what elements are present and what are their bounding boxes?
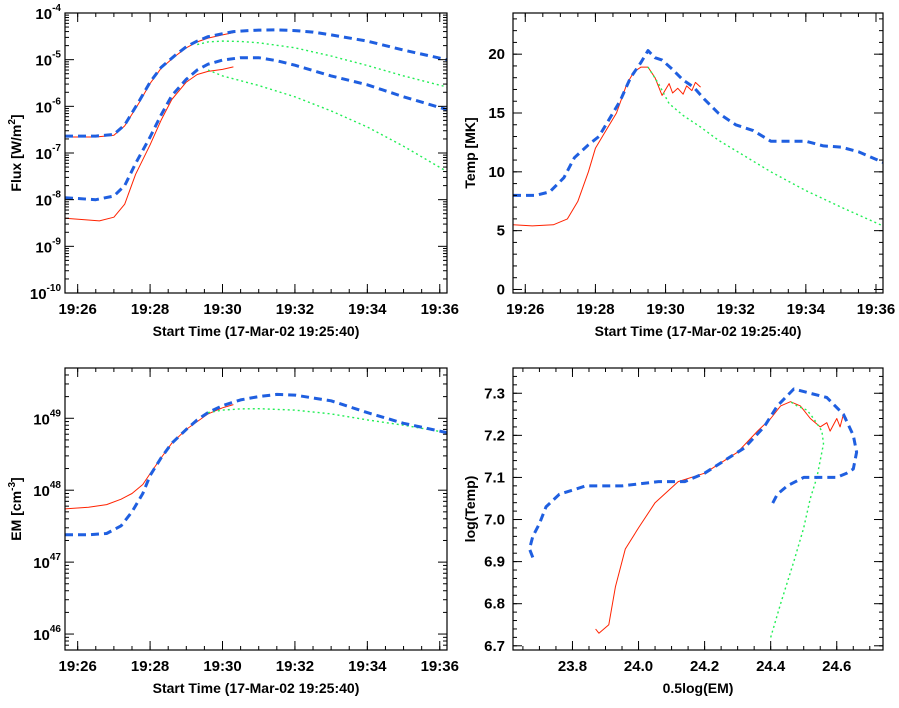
y-tick-label: 10-9: [35, 236, 61, 256]
y-tick-label: 15: [488, 105, 505, 122]
y-axis-title: EM [cm-3]: [7, 477, 24, 540]
x-tick-label: 19:28: [131, 658, 169, 675]
x-axis-title: Start Time (17-Mar-02 19:25:40): [153, 323, 360, 339]
x-tick-label: 19:28: [131, 301, 169, 318]
series-line-1: [65, 66, 234, 222]
temperature-panel: 19:26 19:28 19:30 19:32 19:34 19:36 0 5 10 15 20 St…: [462, 12, 895, 339]
x-tick-label: 24.6: [822, 658, 851, 675]
series-line-2: [197, 40, 447, 88]
y-tick-label: 10: [488, 164, 505, 181]
y-axis-title: log(Temp): [462, 476, 478, 543]
series-line-2: [65, 392, 447, 537]
x-tick-label: 19:36: [421, 658, 459, 675]
series-line-5: [65, 56, 447, 202]
x-axis-title: 0.5log(EM): [663, 680, 734, 696]
y-tick-label: 10-5: [35, 50, 61, 70]
x-tick-label: 19:32: [276, 658, 314, 675]
x-tick-label: 24.4: [756, 658, 786, 675]
y-tick-label: 6.8: [484, 596, 505, 613]
y-tick-label: 10-10: [30, 283, 62, 303]
series-line-1: [770, 401, 825, 638]
y-tick-label: 7.3: [484, 385, 505, 402]
emission-measure-panel: 19:26 19:28 19:30 19:32 19:34 19:36 1046 1047 10…: [7, 367, 459, 696]
y-tick-label: 7.1: [484, 469, 505, 486]
x-tick-label: 19:26: [58, 301, 96, 318]
series-line-1: [647, 66, 883, 227]
y-tick-label: 1046: [33, 624, 61, 644]
x-tick-label: 24.2: [690, 658, 719, 675]
x-tick-label: 19:28: [576, 301, 614, 318]
plot-frame: [64, 12, 448, 294]
x-tick-label: 19:32: [717, 301, 755, 318]
x-tick-label: 19:34: [348, 658, 387, 675]
plot-frame: [512, 367, 884, 651]
x-tick-label: 19:34: [787, 301, 826, 318]
y-tick-label: 1048: [33, 480, 61, 500]
series-line-2: [528, 387, 859, 558]
y-axis-title: Flux [W/m2]: [7, 114, 24, 191]
x-tick-label: 19:30: [203, 658, 241, 675]
y-tick-label: 1049: [33, 408, 61, 428]
plot-frame: [512, 12, 884, 294]
y-tick-label: 0: [497, 281, 505, 298]
x-tick-label: 19:36: [421, 301, 459, 318]
y-tick-label: 20: [488, 46, 505, 63]
y-axis-title: Temp [MK]: [462, 117, 478, 188]
y-tick-label: 10-4: [35, 3, 61, 23]
series-line-0: [65, 404, 234, 510]
x-tick-label: 19:34: [348, 301, 387, 318]
series-line-4: [65, 28, 447, 138]
y-tick-label: 10-8: [35, 190, 61, 210]
series-line-2: [513, 49, 883, 197]
x-tick-label: 19:26: [58, 658, 96, 675]
y-tick-label: 7.0: [484, 512, 505, 529]
x-tick-label: 19:30: [203, 301, 241, 318]
temperature-vs-em-panel: 23.8 24.0 24.2 24.4 24.6 6.7 6.8 6.9 7.0 7.1 7.2 7.…: [462, 367, 884, 696]
y-tick-label: 6.7: [484, 638, 505, 655]
y-tick-label: 1047: [33, 552, 61, 572]
y-tick-label: 10-6: [35, 96, 61, 116]
x-tick-label: 19:36: [857, 301, 895, 318]
series-line-1: [207, 408, 447, 434]
x-tick-label: 19:32: [276, 301, 314, 318]
y-tick-label: 7.2: [484, 427, 505, 444]
x-tick-label: 19:26: [506, 301, 544, 318]
x-axis-title: Start Time (17-Mar-02 19:25:40): [153, 680, 360, 696]
flux-panel: 19:26 19:28 19:30 19:32 19:34 19:36 10-10 10-9 1…: [7, 3, 459, 339]
series-line-3: [207, 69, 447, 173]
y-tick-label: 6.9: [484, 554, 505, 571]
series-line-0: [513, 66, 701, 227]
x-tick-label: 23.8: [558, 658, 587, 675]
series-line-0: [595, 401, 848, 634]
y-tick-label: 5: [497, 223, 505, 240]
x-tick-label: 19:30: [646, 301, 684, 318]
plot-frame: [64, 367, 448, 651]
x-axis-title: Start Time (17-Mar-02 19:25:40): [595, 323, 802, 339]
y-tick-label: 10-7: [35, 143, 61, 163]
x-tick-label: 24.0: [624, 658, 653, 675]
